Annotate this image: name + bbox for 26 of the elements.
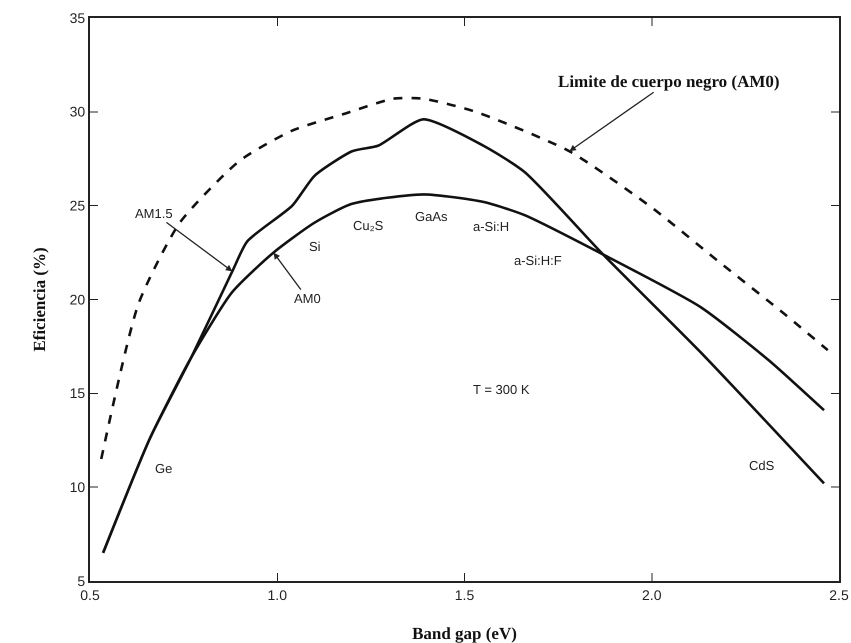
annotation: a-Si:H — [473, 219, 510, 234]
y-tick-label: 25 — [70, 198, 86, 214]
y-axis-title: Eficiencia (%) — [30, 247, 49, 352]
annotation: Limite de cuerpo negro (AM0) — [558, 72, 780, 91]
x-tick-label: 2.0 — [642, 586, 662, 603]
y-tick-label: 5 — [77, 572, 86, 589]
y-tick-label: 20 — [70, 291, 86, 308]
y-tick-label: 15 — [70, 385, 86, 402]
annotation: Ge — [155, 461, 172, 476]
annotation: AM1.5 — [135, 206, 173, 221]
y-tick-label: 30 — [70, 104, 86, 120]
x-tick-label: 0.5 — [80, 586, 100, 603]
annotation: a-Si:H:F — [514, 253, 562, 268]
line-series — [100, 96, 830, 460]
x-tick-label: 2.5 — [829, 586, 849, 603]
annotation: GaAs — [415, 209, 448, 224]
annotation: CdS — [749, 458, 775, 473]
annotation: AM0 — [294, 291, 321, 306]
x-tick-label: 1.5 — [454, 586, 474, 603]
y-tick-label: 35 — [70, 10, 86, 26]
x-axis-title: Band gap (eV) — [412, 624, 517, 643]
y-tick-label: 10 — [70, 479, 86, 496]
annotation: T = 300 K — [473, 382, 530, 397]
annotation: Cu₂S — [353, 218, 384, 233]
x-tick-label: 1.0 — [268, 586, 288, 603]
annotation: Si — [309, 239, 321, 254]
